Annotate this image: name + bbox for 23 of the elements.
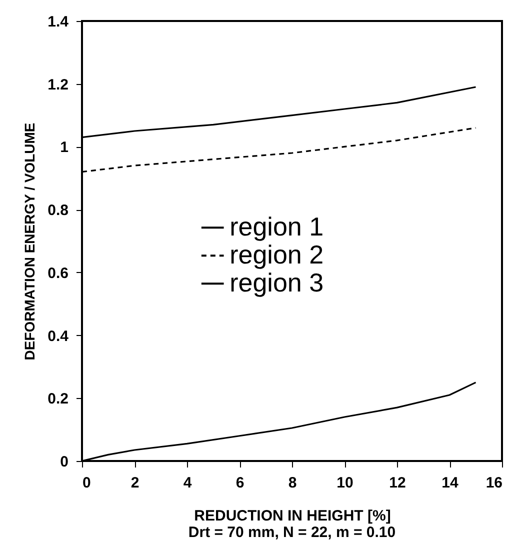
legend-label: region 1 (230, 212, 324, 242)
text: Drt = 70 mm, N = 22, m = 0.10 (188, 524, 396, 541)
x-tick-label: 4 (183, 474, 192, 492)
legend-label: region 2 (230, 240, 324, 270)
x-tick-label: 2 (130, 474, 140, 492)
x-tick-label: 12 (389, 474, 406, 492)
y-tick-label: 0.2 (48, 390, 68, 408)
y-axis-title: DEFORMATION ENERGY / VOLUME (22, 122, 38, 360)
y-tick-label: 1.2 (48, 76, 68, 94)
y-tick-label: 1 (60, 139, 68, 156)
y-tick-label: 0.4 (48, 328, 70, 345)
y-tick-label: 0 (60, 454, 68, 470)
x-tick-label: 0 (82, 474, 91, 492)
legend-label: region 3 (230, 268, 324, 298)
y-tick-label: 0.8 (48, 202, 68, 220)
x-tick-label: 14 (442, 474, 459, 492)
x-tick-label: 6 (236, 474, 244, 492)
x-axis-title: REDUCTION IN HEIGHT [%] (194, 508, 391, 524)
y-tick-label: 0.6 (48, 264, 68, 282)
x-tick-label: 10 (336, 474, 354, 492)
y-tick-label: 1.4 (48, 14, 70, 30)
x-tick-label: 8 (288, 474, 297, 492)
x-tick-label: 16 (486, 474, 502, 492)
